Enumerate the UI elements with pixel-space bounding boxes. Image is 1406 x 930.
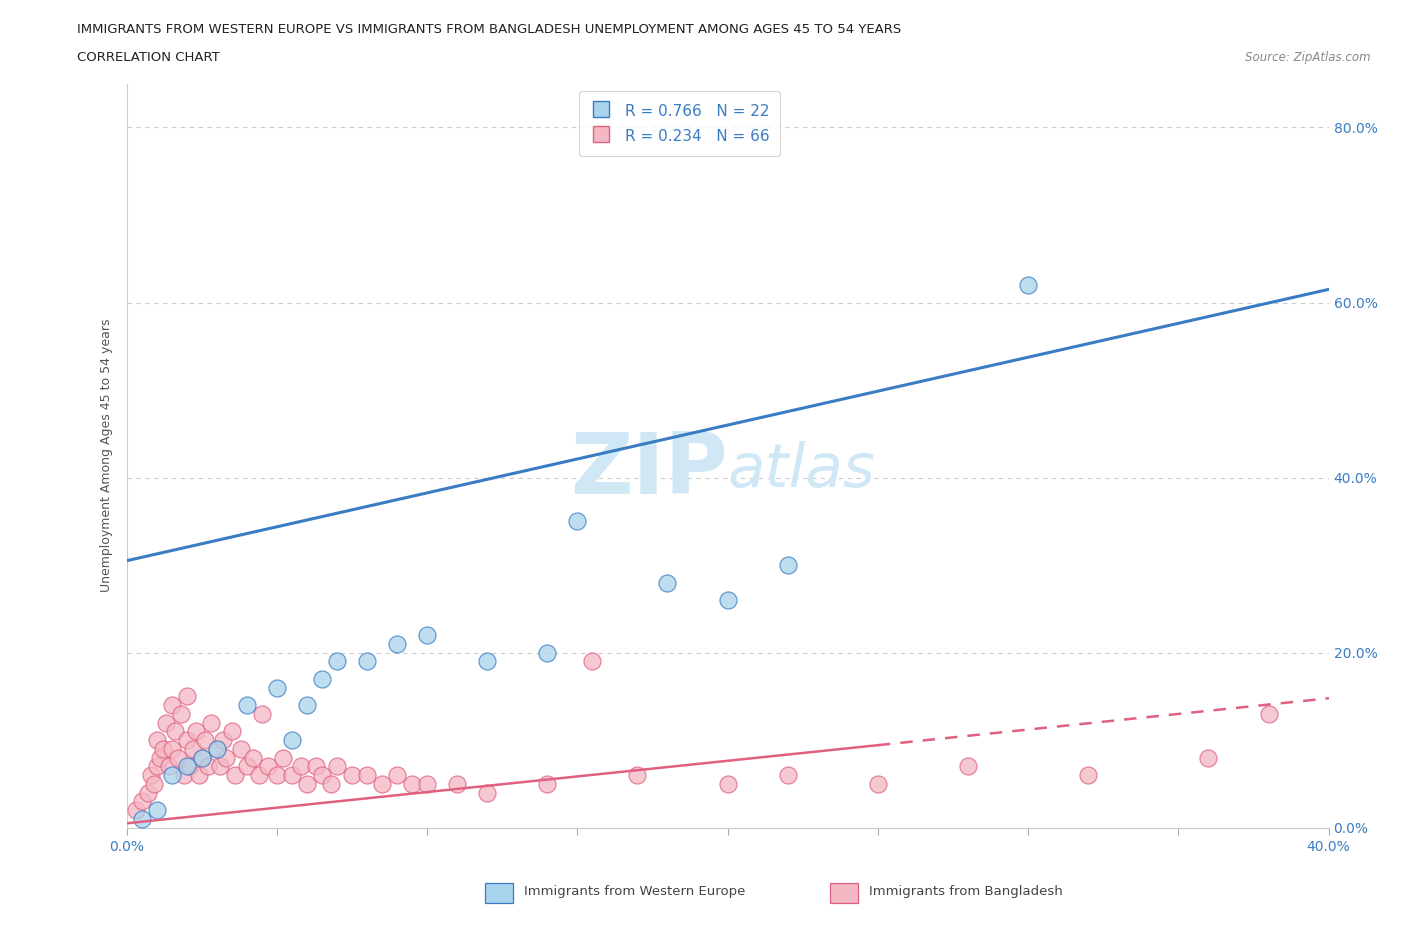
- Point: [149, 751, 172, 765]
- Point: [197, 759, 219, 774]
- Point: [716, 592, 740, 607]
- Point: [187, 768, 209, 783]
- Point: [124, 803, 146, 817]
- Text: CORRELATION CHART: CORRELATION CHART: [77, 51, 221, 64]
- Point: [163, 724, 186, 738]
- Point: [776, 558, 799, 573]
- Legend: R = 0.766   N = 22, R = 0.234   N = 66: R = 0.766 N = 22, R = 0.234 N = 66: [579, 91, 780, 156]
- Text: atlas: atlas: [728, 441, 876, 500]
- Point: [208, 759, 231, 774]
- Point: [311, 671, 333, 686]
- Point: [340, 768, 363, 783]
- Point: [190, 751, 212, 765]
- Point: [281, 768, 304, 783]
- Point: [229, 741, 252, 756]
- Point: [266, 768, 288, 783]
- Point: [475, 654, 498, 669]
- Point: [176, 759, 198, 774]
- Point: [221, 724, 243, 738]
- Point: [131, 794, 153, 809]
- Point: [235, 759, 259, 774]
- Point: [385, 768, 408, 783]
- Point: [145, 733, 167, 748]
- Point: [194, 733, 217, 748]
- Point: [250, 707, 273, 722]
- Point: [242, 751, 264, 765]
- Point: [176, 689, 198, 704]
- Point: [776, 768, 799, 783]
- Text: Source: ZipAtlas.com: Source: ZipAtlas.com: [1246, 51, 1371, 64]
- Point: [716, 777, 740, 791]
- Point: [475, 785, 498, 800]
- Point: [179, 759, 201, 774]
- Point: [290, 759, 312, 774]
- Point: [311, 768, 333, 783]
- Point: [385, 636, 408, 651]
- Point: [205, 741, 228, 756]
- Point: [305, 759, 328, 774]
- Point: [326, 759, 349, 774]
- Point: [176, 733, 198, 748]
- Point: [581, 654, 603, 669]
- Point: [215, 751, 238, 765]
- Point: [160, 698, 183, 712]
- Text: Immigrants from Western Europe: Immigrants from Western Europe: [524, 885, 745, 898]
- Point: [416, 777, 439, 791]
- Point: [145, 803, 167, 817]
- Point: [181, 741, 204, 756]
- Point: [142, 777, 165, 791]
- Point: [271, 751, 294, 765]
- Point: [356, 768, 378, 783]
- Point: [256, 759, 278, 774]
- Point: [416, 628, 439, 643]
- Point: [190, 751, 212, 765]
- Point: [295, 777, 318, 791]
- Point: [160, 741, 183, 756]
- Point: [152, 741, 174, 756]
- Point: [247, 768, 270, 783]
- Point: [266, 680, 288, 695]
- Point: [235, 698, 259, 712]
- Point: [319, 777, 342, 791]
- Point: [200, 715, 222, 730]
- Point: [866, 777, 889, 791]
- Point: [356, 654, 378, 669]
- Point: [401, 777, 423, 791]
- Point: [657, 575, 679, 590]
- Point: [371, 777, 394, 791]
- Text: Immigrants from Bangladesh: Immigrants from Bangladesh: [869, 885, 1063, 898]
- Point: [169, 707, 191, 722]
- Text: IMMIGRANTS FROM WESTERN EUROPE VS IMMIGRANTS FROM BANGLADESH UNEMPLOYMENT AMONG : IMMIGRANTS FROM WESTERN EUROPE VS IMMIGR…: [77, 23, 901, 36]
- Point: [145, 759, 167, 774]
- Point: [184, 724, 207, 738]
- Point: [326, 654, 349, 669]
- Point: [155, 715, 177, 730]
- Point: [157, 759, 180, 774]
- Point: [1257, 707, 1279, 722]
- Point: [295, 698, 318, 712]
- Point: [1077, 768, 1099, 783]
- Point: [173, 768, 195, 783]
- Point: [131, 812, 153, 827]
- Point: [139, 768, 162, 783]
- Point: [536, 777, 558, 791]
- Point: [211, 733, 233, 748]
- Point: [536, 645, 558, 660]
- Text: ZIP: ZIP: [569, 429, 728, 512]
- Point: [281, 733, 304, 748]
- Point: [136, 785, 159, 800]
- Point: [956, 759, 979, 774]
- Point: [160, 768, 183, 783]
- Point: [205, 741, 228, 756]
- Point: [446, 777, 468, 791]
- Y-axis label: Unemployment Among Ages 45 to 54 years: Unemployment Among Ages 45 to 54 years: [100, 319, 114, 592]
- Point: [1017, 277, 1039, 292]
- Point: [626, 768, 648, 783]
- Point: [567, 514, 589, 529]
- Point: [224, 768, 246, 783]
- Point: [1197, 751, 1219, 765]
- Point: [166, 751, 188, 765]
